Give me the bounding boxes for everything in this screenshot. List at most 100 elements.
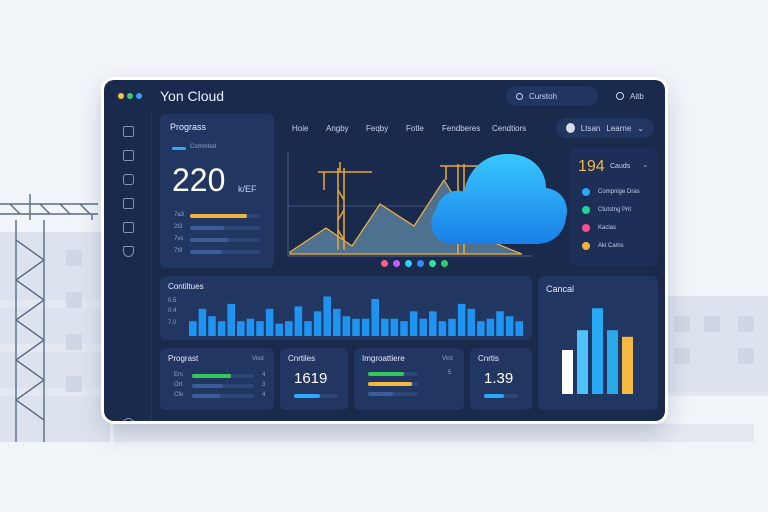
progress-title: Prograss [170, 122, 207, 132]
stats-value: 194 [578, 158, 605, 175]
contributions-bar [390, 318, 399, 336]
bottom-card-1-row-value: 3 [262, 382, 266, 388]
crane-illustration [0, 194, 98, 442]
progress-row-label: 7vs [174, 236, 184, 242]
bottom-card-improvement: Imgroattiere Vird 5 [354, 348, 464, 410]
nav-item[interactable]: Fotle [406, 124, 424, 133]
progress-row-fill [190, 238, 229, 242]
contributions-title: Contiltues [168, 282, 204, 291]
carousel-dot[interactable] [381, 260, 388, 267]
bottom-card-4-title: Cnrtis [478, 354, 499, 363]
user-role: Learne [606, 123, 632, 133]
window-dot-yellow[interactable] [118, 93, 124, 99]
bottom-card-ratio: Cnrtis 1.39 [470, 348, 532, 410]
cancel-bar [592, 308, 603, 394]
legend-dot-icon [582, 188, 590, 196]
building-icon[interactable] [123, 150, 134, 161]
contributions-bar [342, 316, 351, 336]
cancel-bar [622, 336, 633, 394]
progress-row-track [190, 214, 260, 218]
carousel-dot[interactable] [417, 260, 424, 267]
stats-legend-label: Aki Cams [598, 243, 624, 249]
contributions-row-label-3: 7.0 [168, 320, 177, 326]
stats-title: Cauds [610, 163, 631, 170]
window-dot-green[interactable] [127, 93, 133, 99]
bottom-card-1-row-label: Ers [174, 372, 183, 378]
grid-icon[interactable] [123, 198, 134, 209]
window-controls[interactable] [118, 93, 142, 99]
contributions-bar [409, 311, 418, 336]
nav-item[interactable]: Feqby [366, 124, 389, 133]
carousel-dot[interactable] [429, 260, 436, 267]
carousel-dot[interactable] [441, 260, 448, 267]
contributions-bar [208, 316, 216, 336]
cloud-icon [431, 154, 568, 244]
contributions-bar [419, 318, 427, 336]
contributions-bar [429, 311, 437, 336]
legend-dot-icon [582, 224, 590, 232]
progress-unit: k/EF [238, 184, 257, 194]
progress-legend-swatch [172, 147, 186, 150]
stats-legend-item: Compnige Dras [582, 188, 640, 196]
progress-value: 220 [172, 162, 226, 198]
cancel-bar [607, 330, 618, 394]
contributions-bar [361, 318, 370, 336]
nav-item[interactable]: Cendtiors [492, 124, 527, 133]
action-pill[interactable]: Aitb [606, 86, 656, 106]
dashboard-icon[interactable] [123, 126, 134, 137]
contributions-bar [304, 321, 312, 336]
bottom-card-4-bar [484, 394, 518, 398]
help-icon[interactable]: i [122, 418, 135, 421]
stats-chevron-icon: ⌄ [642, 160, 649, 169]
app-window: Yon Cloud Curstoh Aitb i Prograss Commte… [104, 80, 665, 421]
search-icon [516, 92, 523, 100]
carousel-dot[interactable] [393, 260, 400, 267]
bottom-card-1-row-value: 4 [262, 392, 266, 398]
shield-icon[interactable] [123, 246, 134, 257]
contributions-bar [256, 321, 264, 336]
stats-card: 194 Cauds ⌄ Compnige Dras Ctutstng Prit Ka… [570, 148, 658, 266]
contributions-bar [285, 321, 293, 336]
app-title: Yon Cloud [160, 88, 225, 104]
cancel-title: Cancal [546, 284, 575, 294]
contributions-bar [313, 311, 322, 336]
progress-legend-label: Commted [190, 144, 217, 150]
search-pill[interactable]: Curstoh [506, 86, 598, 106]
contributions-bar [227, 303, 235, 336]
nav-item[interactable]: Angby [326, 124, 349, 133]
legend-dot-icon [582, 242, 590, 250]
bottom-card-1-row-label: Cfe [174, 392, 184, 398]
progress-row-track [190, 250, 260, 254]
carousel-dots [381, 260, 448, 267]
bottom-card-3-row-fill [368, 392, 393, 396]
window-dot-blue[interactable] [136, 93, 142, 99]
document-icon[interactable] [123, 222, 134, 233]
progress-card: Prograss Commted 220 k/EF 7a3 2t3 7vs 7t9 [160, 114, 274, 268]
contributions-bar [457, 303, 466, 336]
contributions-chart [189, 296, 523, 336]
avatar [566, 123, 575, 133]
bottom-card-2-bar [294, 394, 338, 398]
bottom-card-3-row-track [368, 392, 418, 396]
bottom-card-2-value: 1619 [294, 370, 328, 387]
contributions-bar [448, 318, 456, 336]
bottom-card-1-row-track [192, 374, 254, 378]
contributions-row-label-1: 0.5 [168, 298, 177, 304]
user-menu[interactable]: Ltsan Learne ⌄ [556, 118, 654, 138]
carousel-dot[interactable] [405, 260, 412, 267]
contributions-bar [246, 318, 255, 336]
bottom-card-3-row-value: 5 [448, 370, 452, 376]
bottom-card-1-row-label: Ort [174, 382, 183, 388]
bottom-card-progress: Prograst Vivd Ers 4 Ort 3 Cfe 4 [160, 348, 274, 410]
sidebar: i [104, 112, 152, 421]
bottom-card-1-title: Prograst [168, 354, 199, 363]
progress-row-label: 7a3 [174, 212, 185, 218]
bottom-card-1-tag: Vivd [252, 356, 264, 362]
progress-row-fill [190, 250, 222, 254]
progress-row-fill [190, 226, 224, 230]
folder-icon[interactable] [123, 174, 134, 185]
bottom-card-1-row-track [192, 384, 254, 388]
crane-left-icon [318, 162, 372, 250]
nav-item[interactable]: Fendberes [442, 124, 481, 133]
nav-item[interactable]: Hoie [292, 124, 309, 133]
